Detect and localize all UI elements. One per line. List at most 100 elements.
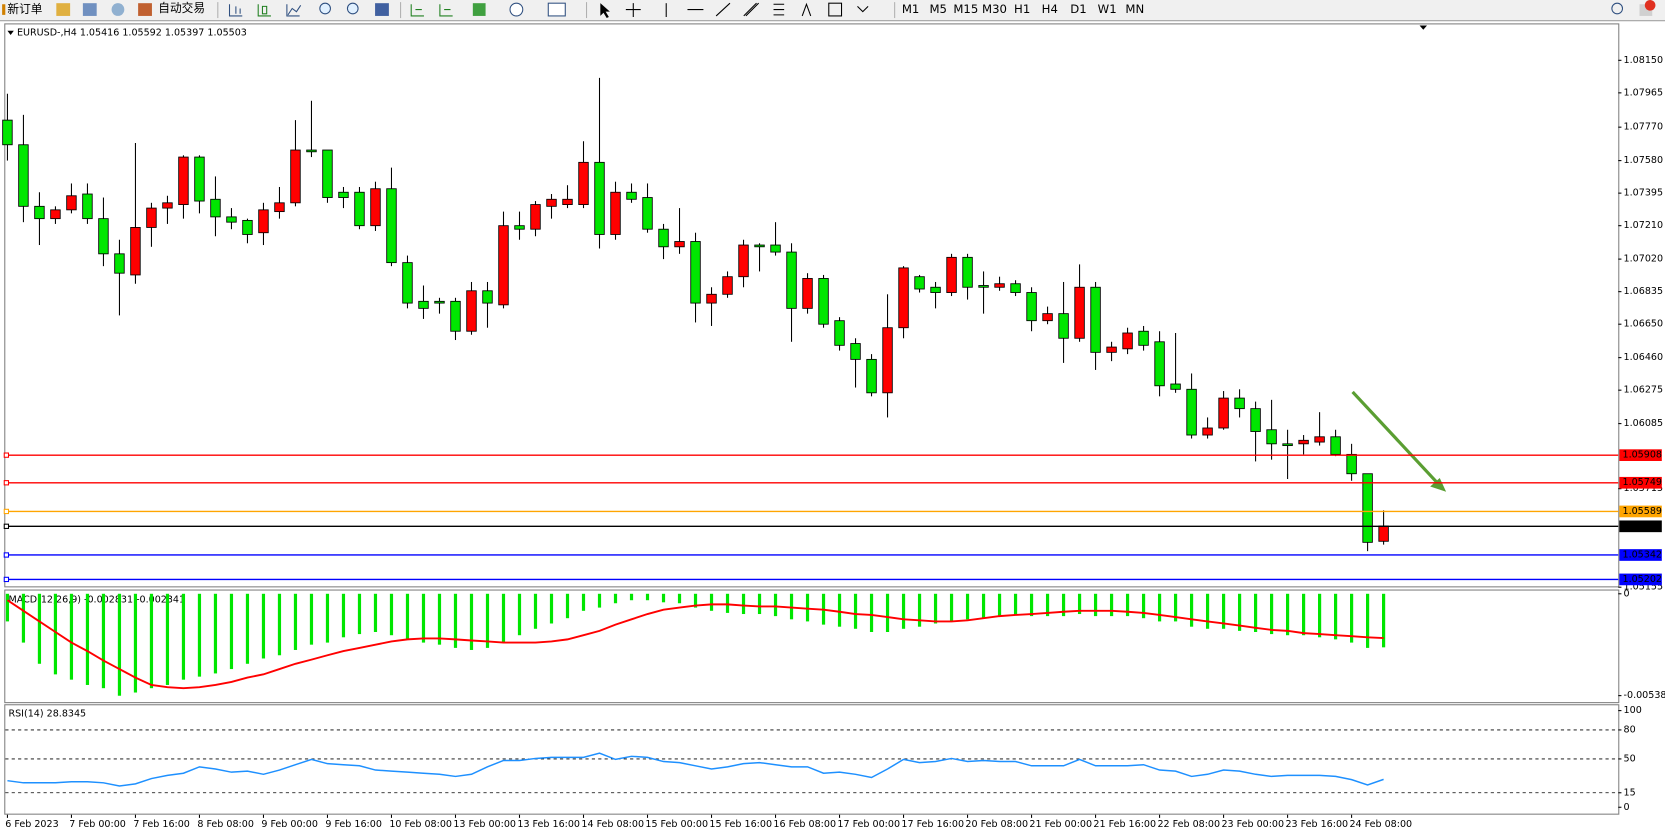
toolbar-bg [0,0,1665,21]
timeframe-button[interactable]: H1 [1014,2,1030,16]
macd-bar [181,593,186,680]
timeframe-bar: M1 M5 M15 M30 H1 H4 D1 W1 MN [902,2,1144,16]
candle-body [1026,292,1037,322]
arrow-tool[interactable] [857,5,869,13]
icon[interactable] [509,2,524,17]
icon[interactable] [439,4,453,17]
macd-bar [21,593,26,643]
cursor-tool[interactable] [600,3,610,19]
candle-body [2,119,13,146]
auto-trading-button[interactable]: 自动交易 [158,1,205,15]
fibo-tool[interactable] [773,3,785,16]
macd-bar [309,593,314,645]
macd-bar [1157,593,1162,622]
x-tick-label: 21 Feb 16:00 [1093,819,1156,830]
macd-bar [869,593,874,632]
candle-body [994,283,1005,288]
macd-bar [453,593,458,648]
candle-body [946,256,957,293]
macd-bar [197,593,202,677]
candle-body [50,209,61,220]
x-tick-label: 7 Feb 16:00 [133,819,190,830]
macd-bar [757,593,762,615]
x-tick-label: 21 Feb 00:00 [1029,819,1092,830]
y-tick-label: 1.08150 [1624,55,1663,66]
timeframe-button[interactable]: W1 [1098,2,1117,16]
icon[interactable] [228,4,243,17]
candle-body [802,278,813,309]
macd-bar [965,593,970,620]
icon[interactable] [375,3,389,16]
macd-bar [837,593,842,627]
icon[interactable] [82,3,97,16]
icon[interactable] [111,3,125,16]
label-tool[interactable] [828,2,843,17]
new-order-button[interactable]: 新订单 [7,2,42,16]
macd-bar [213,593,218,674]
timeframe-button[interactable]: M5 [929,2,947,16]
candle-body [1266,429,1277,445]
notification-icon[interactable] [1639,4,1653,16]
x-tick-label: 9 Feb 16:00 [325,819,382,830]
channel-tool[interactable] [743,2,760,17]
trendline-tool[interactable] [715,2,731,17]
level-tag [1619,549,1662,561]
candle-body [114,253,125,274]
macd-bar [613,593,618,604]
candle-body [274,202,285,213]
macd-bar [53,593,58,675]
macd-bar [1125,593,1130,617]
icon[interactable] [547,2,566,17]
macd-bar [69,593,74,680]
x-tick-label: 13 Feb 00:00 [453,819,516,830]
candle-body [466,290,477,332]
timeframe-button[interactable]: D1 [1070,2,1086,16]
search-icon[interactable] [1611,2,1624,15]
level-label: 1.05202 [1622,574,1661,585]
timeframe-button[interactable]: M1 [902,2,920,16]
candle-body [66,195,77,211]
candle-body [450,300,461,332]
x-tick-label: 24 Feb 08:00 [1349,819,1412,830]
macd-bar [709,593,714,611]
macd-bar [165,593,170,685]
icon[interactable] [346,2,359,15]
x-tick-label: 16 Feb 08:00 [773,819,836,830]
x-tick-label: 8 Feb 08:00 [197,819,254,830]
icon[interactable] [319,2,331,15]
macd-bar [1317,593,1322,638]
y-tick-label: 1.07770 [1624,122,1663,133]
timeframe-button[interactable]: M15 [953,2,978,16]
candle-body [418,300,429,309]
candle-body [1122,332,1133,350]
crosshair-tool[interactable] [625,3,641,17]
timeframe-button[interactable]: H4 [1042,2,1058,16]
icon[interactable] [138,3,152,16]
y-tick-label: 1.06085 [1624,418,1663,429]
macd-bar [1253,593,1258,632]
y-tick-label: 1.07580 [1624,155,1663,166]
candle-body [786,251,797,309]
macd-bar [853,593,858,629]
candle-body [610,191,621,235]
icon[interactable] [257,4,271,17]
main-chart-title: EURUSD-,H4 1.05416 1.05592 1.05397 1.055… [17,27,247,38]
candle-body [1362,473,1373,543]
icon[interactable] [56,3,71,16]
macd-bar [85,593,90,685]
timeframe-button[interactable]: MN [1125,2,1144,16]
icon[interactable] [286,4,302,17]
level-tag [1619,573,1662,586]
candle-body [818,278,829,325]
icon [2,4,6,15]
candle-body [1042,313,1053,322]
macd-bar [261,593,266,659]
macd-bar [341,593,346,638]
level-label: 1.05589 [1622,506,1661,517]
candle-body [1058,313,1069,339]
icon[interactable] [410,4,424,17]
icon[interactable] [472,3,486,16]
text-tool[interactable] [801,2,812,17]
timeframe-button[interactable]: M30 [982,2,1007,16]
level-handle [3,576,10,583]
